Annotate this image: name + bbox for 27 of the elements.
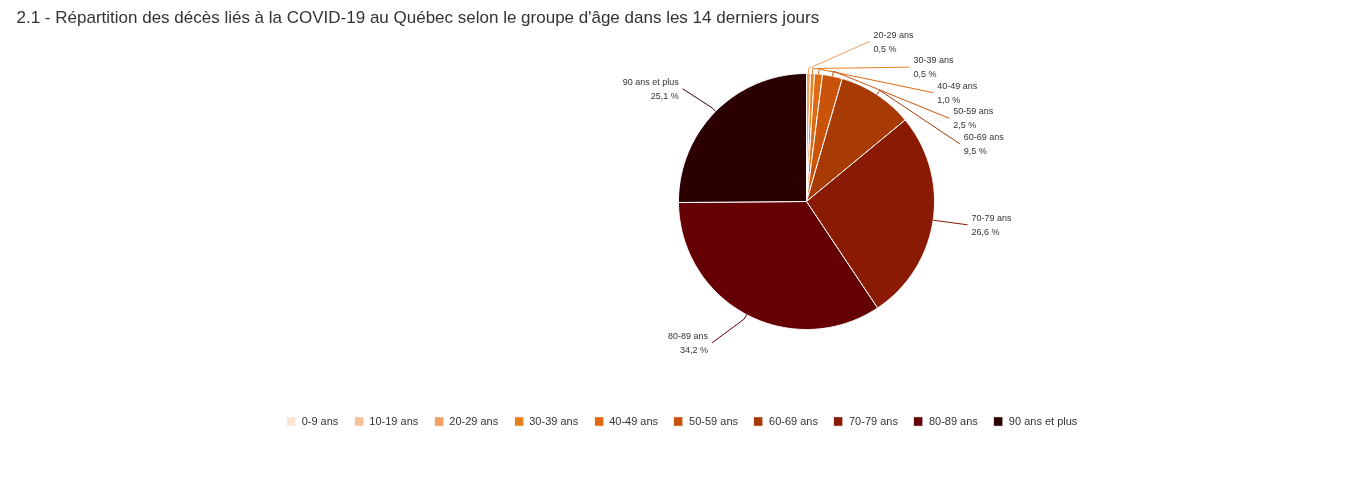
legend-label: 0-9 ans: [301, 415, 339, 427]
slice-label: 50-59 ans: [953, 106, 994, 117]
legend-label: 40-49 ans: [609, 415, 659, 427]
legend-label: 80-89 ans: [928, 415, 978, 427]
data-label: 0,5 %: [913, 69, 937, 80]
slice-label: 90 ans et plus: [622, 76, 680, 87]
data-label: 25,1 %: [650, 90, 679, 101]
data-label: 0,5 %: [873, 43, 897, 54]
legend-label: 60-69 ans: [769, 415, 818, 427]
slice-label: 80-89 ans: [668, 330, 709, 341]
legend-label: 70-79 ans: [848, 415, 898, 427]
slice-label: 60-69 ans: [963, 131, 1005, 142]
data-label: 2,5 %: [953, 120, 977, 131]
data-label: 1,0 %: [937, 94, 961, 105]
data-label: 9,5 %: [963, 145, 987, 156]
legend-label: 10-19 ans: [369, 415, 419, 427]
slice-label: 40-49 ans: [937, 80, 978, 91]
slice-label: 30-39 ans: [913, 55, 955, 66]
legend-label: 30-39 ans: [529, 415, 579, 427]
data-label: 26,6 %: [971, 226, 1000, 237]
slice-label: 70-79 ans: [971, 212, 1012, 223]
slice-label: 20-29 ans: [873, 29, 914, 40]
data-label: 34,2 %: [680, 344, 709, 355]
legend-label: 50-59 ans: [689, 415, 739, 427]
legend-label: 20-29 ans: [449, 415, 499, 427]
legend-label: 90 ans et plus: [1008, 415, 1078, 427]
chart-title: 2.1 - Répartition des décès liés à la COVID-19 au Québec selon le groupe d'âge dans les 14 derniers jours: [16, 7, 820, 27]
